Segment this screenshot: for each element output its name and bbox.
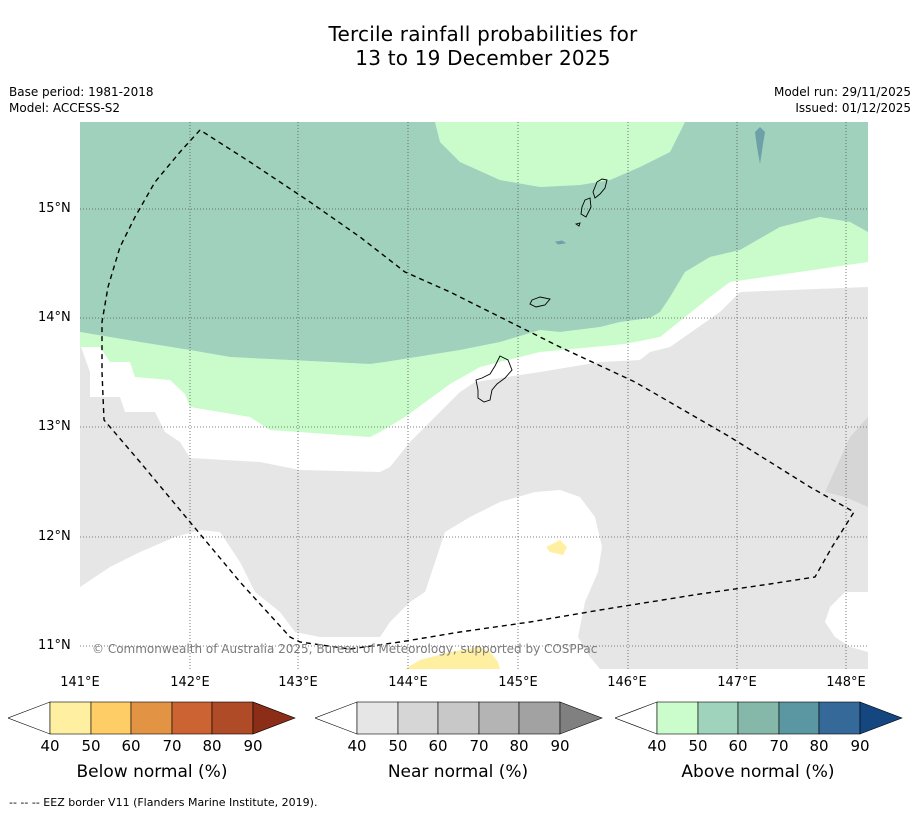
lat-label-11n: 11°N xyxy=(38,638,71,653)
legend-near-tick: 90 xyxy=(550,737,570,755)
legend-near-swatch-2 xyxy=(397,701,439,735)
eez-footnote: -- -- -- EEZ border V11 (Flanders Marine… xyxy=(9,796,318,809)
legend-below-tick: 60 xyxy=(121,737,141,755)
legend-above-swatch-0 xyxy=(615,701,658,735)
legend-above-normal xyxy=(615,701,903,735)
legend-near-swatch-4 xyxy=(478,701,520,735)
legend-near-tick: 40 xyxy=(347,737,367,755)
legend-above-swatch-4 xyxy=(778,701,820,735)
white-region-south xyxy=(80,490,602,669)
copyright-note: © Commonwealth of Australia 2025, Bureau… xyxy=(92,642,598,656)
island-rota xyxy=(529,296,551,308)
legend-near-swatch-0 xyxy=(315,701,358,735)
lat-label-13n: 13°N xyxy=(38,419,71,434)
lat-label-14n: 14°N xyxy=(38,310,71,325)
legend-above-tick: 40 xyxy=(647,737,667,755)
legend-below-swatch-4 xyxy=(171,701,213,735)
lat-label-15n: 15°N xyxy=(38,201,71,216)
meta-right: Model run: 29/11/2025 Issued: 01/12/2025 xyxy=(774,84,911,116)
legend-above-tick: 50 xyxy=(688,737,708,755)
model-run: Model run: 29/11/2025 xyxy=(773,85,911,99)
white-patch-east xyxy=(825,592,868,652)
map-svg xyxy=(80,122,868,669)
below-normal-patch-2 xyxy=(405,647,500,669)
legend-near-tick: 60 xyxy=(428,737,448,755)
base-period: Base period: 1981-2018 xyxy=(9,85,154,99)
legend-near-swatch-1 xyxy=(356,701,399,735)
lon-label-146e: 146°E xyxy=(607,675,647,690)
legend-below-swatch-6 xyxy=(252,701,296,735)
lon-label-141e: 141°E xyxy=(60,675,100,690)
below-normal-patch-1 xyxy=(546,540,567,555)
legend-below-tick: 90 xyxy=(243,737,263,755)
legend-above-swatch-2 xyxy=(697,701,739,735)
gridlines xyxy=(80,122,868,669)
lon-label-144e: 144°E xyxy=(388,675,428,690)
legend-below-title: Below normal (%) xyxy=(76,762,228,782)
islands xyxy=(475,178,608,403)
legend-above-tick: 80 xyxy=(809,737,829,755)
legend-near-tick: 80 xyxy=(509,737,529,755)
lon-label-148e: 148°E xyxy=(826,675,866,690)
title-line-1: Tercile rainfall probabilities for xyxy=(328,22,638,46)
legend-near-swatch-5 xyxy=(518,701,561,735)
legend-below-tick: 80 xyxy=(202,737,222,755)
legend-below-swatch-1 xyxy=(49,701,92,735)
legend-near-tick: 70 xyxy=(469,737,489,755)
issued-date: Issued: 01/12/2025 xyxy=(795,101,911,115)
above-normal-70-patch xyxy=(755,127,765,164)
lon-label-145e: 145°E xyxy=(498,675,538,690)
island-saipan xyxy=(592,178,608,199)
island-tinian xyxy=(580,197,592,218)
island-small xyxy=(555,240,567,245)
near-normal-region xyxy=(80,287,868,669)
lon-label-143e: 143°E xyxy=(278,675,318,690)
map-title: Tercile rainfall probabilities for 13 to… xyxy=(0,22,919,70)
legend-below-tick: 50 xyxy=(81,737,101,755)
legend-below-normal xyxy=(8,701,296,735)
legend-above-tick: 70 xyxy=(769,737,789,755)
legend-below-swatch-0 xyxy=(8,701,51,735)
legend-below-swatch-3 xyxy=(130,701,173,735)
legend-below-tick: 40 xyxy=(40,737,60,755)
legend-above-swatch-5 xyxy=(818,701,861,735)
lat-label-12n: 12°N xyxy=(38,529,71,544)
legend-near-swatch-6 xyxy=(559,701,603,735)
lon-label-142e: 142°E xyxy=(170,675,210,690)
lon-label-147e: 147°E xyxy=(717,675,757,690)
map-area xyxy=(80,122,868,669)
island-guam xyxy=(475,355,513,403)
legend-near-tick: 50 xyxy=(388,737,408,755)
legend-near-normal xyxy=(315,701,603,735)
legend-above-title: Above normal (%) xyxy=(681,762,835,782)
model-name: Model: ACCESS-S2 xyxy=(9,101,121,115)
legend-above-tick: 90 xyxy=(850,737,870,755)
island-aguijan xyxy=(574,222,581,227)
above-normal-50-region xyxy=(80,122,868,364)
legend-above-swatch-1 xyxy=(656,701,699,735)
near-normal-50-patch xyxy=(825,417,868,507)
title-line-2: 13 to 19 December 2025 xyxy=(355,46,611,70)
legend-near-title: Near normal (%) xyxy=(387,762,529,782)
legend-below-tick: 70 xyxy=(162,737,182,755)
above-normal-40-top-patch xyxy=(435,122,685,187)
legend-near-swatch-3 xyxy=(437,701,480,735)
legend-below-swatch-5 xyxy=(211,701,254,735)
legend-above-swatch-6 xyxy=(859,701,903,735)
legend-above-swatch-3 xyxy=(737,701,780,735)
legend-above-tick: 60 xyxy=(728,737,748,755)
legend-below-swatch-2 xyxy=(90,701,132,735)
above-normal-40-band xyxy=(80,217,868,437)
eez-border xyxy=(101,129,855,650)
meta-left: Base period: 1981-2018 Model: ACCESS-S2 xyxy=(9,84,154,116)
